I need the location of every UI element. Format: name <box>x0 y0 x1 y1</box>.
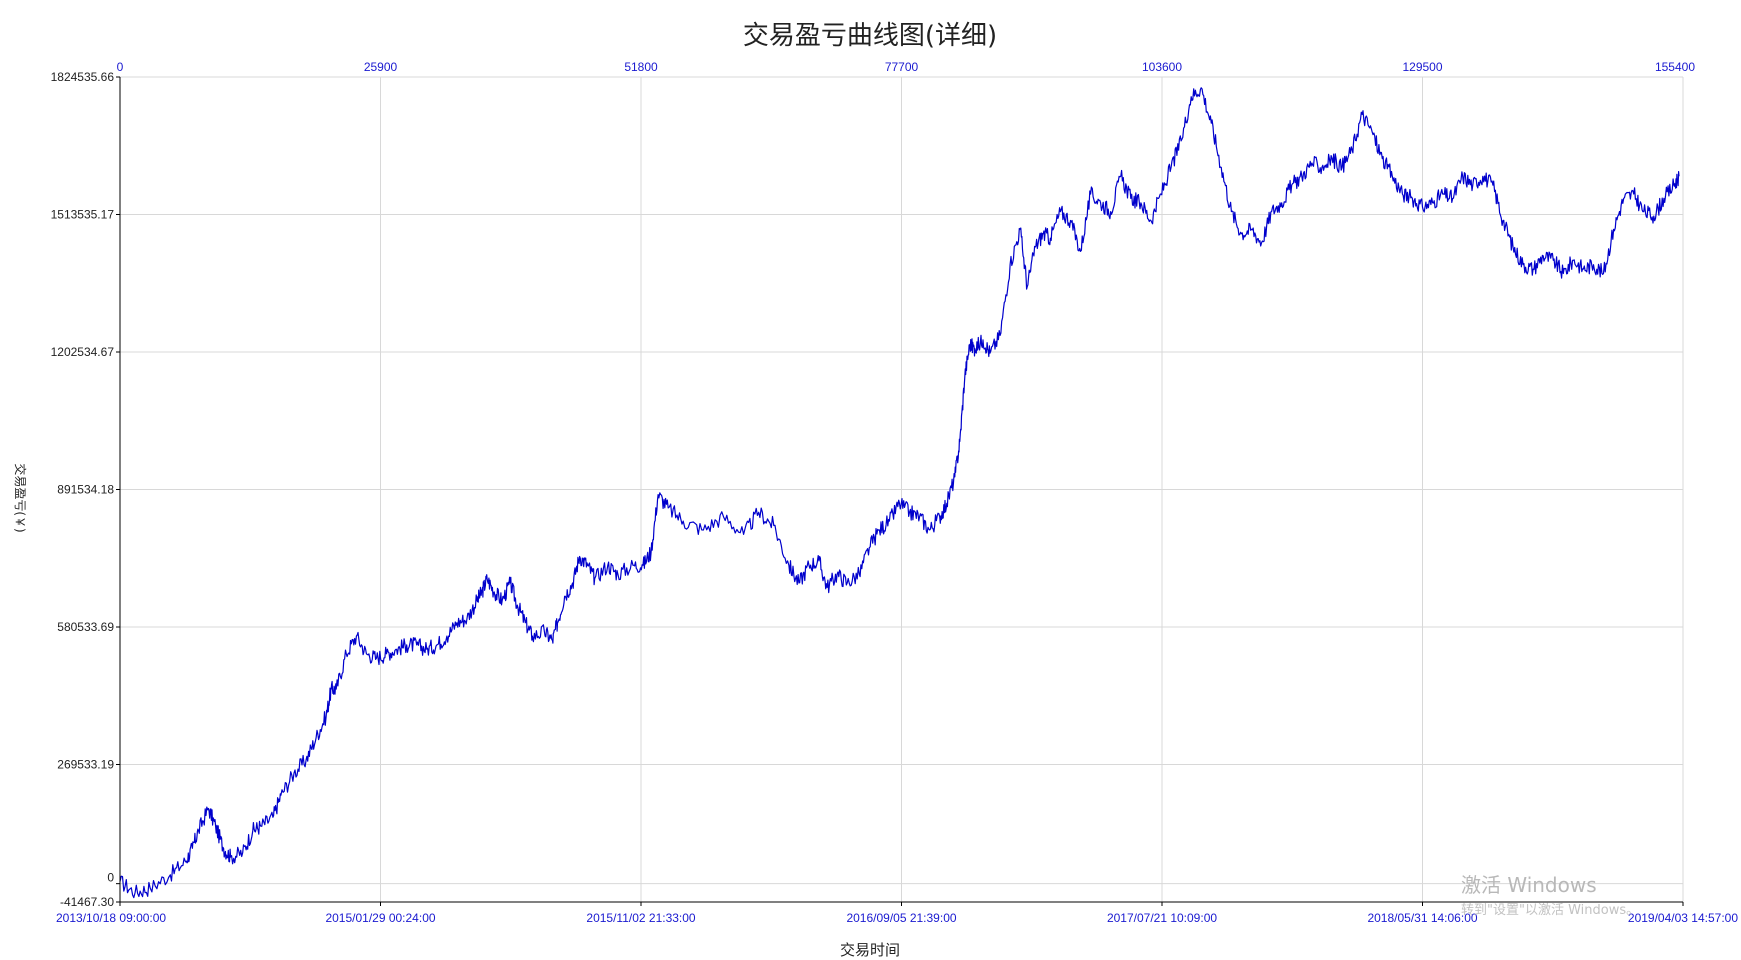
bottom-x-tick-label: 2019/04/03 14:57:00 <box>1628 911 1738 925</box>
top-x-tick-label: 103600 <box>1142 60 1182 74</box>
top-x-tick-label: 129500 <box>1402 60 1442 74</box>
chart-title: 交易盈亏曲线图(详细) <box>743 21 997 51</box>
y-tick-label: 1202534.67 <box>51 345 115 359</box>
gridlines <box>120 76 1684 902</box>
y-tick-label: 580533.69 <box>57 620 114 634</box>
top-x-tick-label: 51800 <box>624 60 658 74</box>
top-x-tick-label: 0 <box>117 60 124 74</box>
bottom-x-tick-label: 2016/09/05 21:39:00 <box>846 911 956 925</box>
bottom-x-tick-label: 2013/10/18 09:00:00 <box>56 911 166 925</box>
plot-area <box>119 76 1684 903</box>
y-tick-label: 1824535.66 <box>51 70 115 84</box>
y-axis-label: 交易盈亏(￥) <box>13 463 28 532</box>
bottom-x-ticks: 2013/10/18 09:00:00 2015/01/29 00:24:00 20… <box>56 902 1738 925</box>
y-tick-label: -41467.30 <box>60 895 114 909</box>
series-group <box>119 87 1680 899</box>
watermark-line2: 转到"设置"以激活 Windows。 <box>1461 903 1639 918</box>
y-tick-label: 891534.18 <box>57 483 114 497</box>
y-tick-label: 0 <box>107 871 114 885</box>
y-tick-label: 1513535.17 <box>51 208 115 222</box>
bottom-x-tick-label: 2018/05/31 14:06:00 <box>1367 911 1477 925</box>
x-axis-label: 交易时间 <box>840 941 900 959</box>
watermark-line1: 激活 Windows <box>1461 873 1597 897</box>
y-ticks: 1824535.66 1513535.17 1202534.67 891534.18 5… <box>51 70 120 909</box>
windows-activation-watermark: 激活 Windows 转到"设置"以激活 Windows。 <box>1461 873 1639 918</box>
top-x-tick-label: 77700 <box>885 60 919 74</box>
top-x-ticks: 0 25900 51800 77700 103600 129500 155400 <box>117 60 1696 74</box>
bottom-x-tick-label: 2015/11/02 21:33:00 <box>586 911 696 925</box>
bottom-x-tick-label: 2015/01/29 00:24:00 <box>325 911 435 925</box>
equity-line-series <box>119 87 1680 899</box>
top-x-tick-label: 155400 <box>1655 60 1695 74</box>
top-x-tick-label: 25900 <box>364 60 398 74</box>
bottom-x-tick-label: 2017/07/21 10:09:00 <box>1107 911 1217 925</box>
y-tick-label: 269533.19 <box>57 758 114 772</box>
